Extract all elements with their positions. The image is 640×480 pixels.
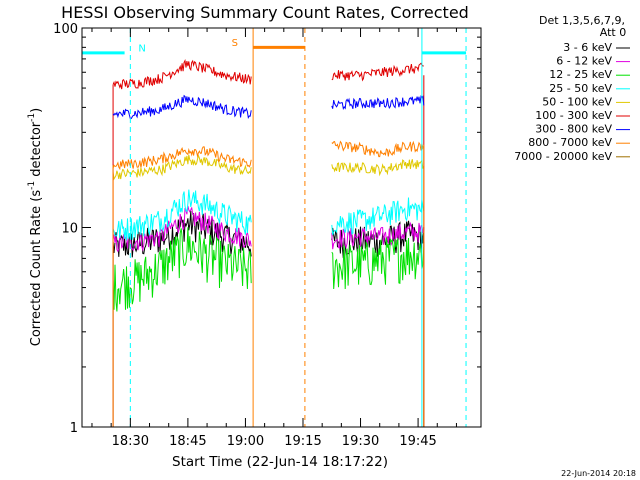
legend-title: Det 1,3,5,6,7,9, [539,14,625,27]
series-line [331,221,425,250]
legend-entry-label: 25 - 50 keV [549,82,612,95]
y-axis-label-mid: detector [29,121,44,181]
flag-marker-n: N [138,43,145,54]
legend-entry-label: 50 - 100 keV [542,95,612,108]
y-axis-label-main: Corrected Count Rate (s [29,190,44,347]
legend-title: Att 0 [600,26,626,39]
series-line [112,94,252,120]
y-axis-label-sup1: -1 [27,181,37,190]
series-50-100-kev [112,154,425,181]
footer-timestamp: 22-Jun-2014 20:18 [561,469,636,478]
x-axis-label: Start Time (22-Jun-14 18:17:22) [172,454,388,470]
series-line [331,197,425,236]
x-tick-label: 18:45 [169,434,206,449]
legend-entry-label: 7000 - 20000 keV [514,150,612,163]
series-12-25-kev [112,227,425,312]
legend-entry-label: 800 - 7000 keV [528,136,612,149]
x-tick-label: 19:30 [342,434,379,449]
series-800-7000-kev [112,140,425,427]
legend-entry-label: 300 - 800 keV [535,123,612,136]
series-line [112,189,252,241]
series-line [331,159,425,177]
series-line [112,58,252,90]
legend-entry-label: 6 - 12 keV [556,55,612,68]
series-line [331,62,424,82]
y-tick-label: 100 [53,22,78,37]
x-tick-label: 18:30 [112,434,149,449]
x-tick-label: 19:00 [227,434,264,449]
series-300-800-kev [112,94,425,120]
axes: 18:30 18:45 19:00 19:15 19:30 19:45 1 10 100 [53,22,481,449]
y-tick-label: 1 [70,421,78,436]
y-axis-label-sup2: -1 [27,113,37,122]
series-line [112,227,252,312]
flag-marker-s: S [232,38,238,49]
series-line [331,237,425,290]
series-25-50-kev [112,189,425,241]
series-6-12-kev [112,205,425,253]
y-axis-label: Corrected Count Rate (s-1 detector-1) [27,108,44,346]
y-tick-label: 10 [61,222,78,237]
x-tick-label: 19:15 [284,434,321,449]
x-tick-label: 19:45 [399,434,436,449]
legend-entry-label: 3 - 6 keV [563,41,612,54]
series-line [112,154,252,181]
series-line [331,140,425,158]
chart-title: HESSI Observing Summary Count Rates, Cor… [61,3,469,22]
legend-entry-label: 100 - 300 keV [535,109,612,122]
series-line [331,95,425,111]
series-line [112,205,252,253]
legend-entry-label: 12 - 25 keV [549,68,612,81]
y-axis-label-end: ) [29,108,44,113]
series-line [112,146,252,171]
